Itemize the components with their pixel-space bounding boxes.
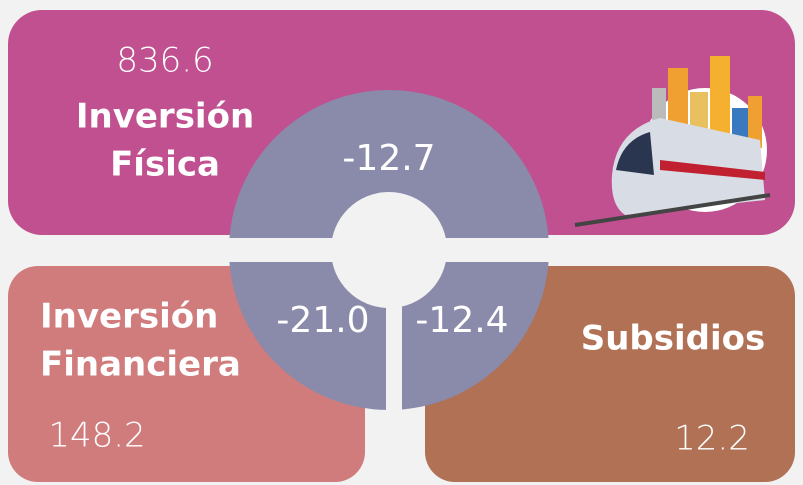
card-value: 836.6 (116, 41, 213, 81)
change-value: -12.7 (342, 138, 435, 179)
card-label: Inversión (40, 297, 218, 337)
infographic: 836.6 Inversión Física -12.7 Inversión F… (0, 0, 803, 485)
ring-hole (331, 192, 447, 308)
change-value: -12.4 (415, 300, 508, 341)
card-label: Física (110, 145, 220, 185)
card-label: Inversión (76, 97, 254, 137)
card-label: Subsidios (581, 319, 766, 359)
card-label: Financiera (40, 345, 241, 385)
card-value: 12.2 (674, 419, 750, 459)
page: 836.6 Inversión Física -12.7 Inversión F… (0, 0, 803, 485)
change-value: -21.0 (276, 300, 369, 341)
card-value: 148.2 (48, 416, 145, 456)
